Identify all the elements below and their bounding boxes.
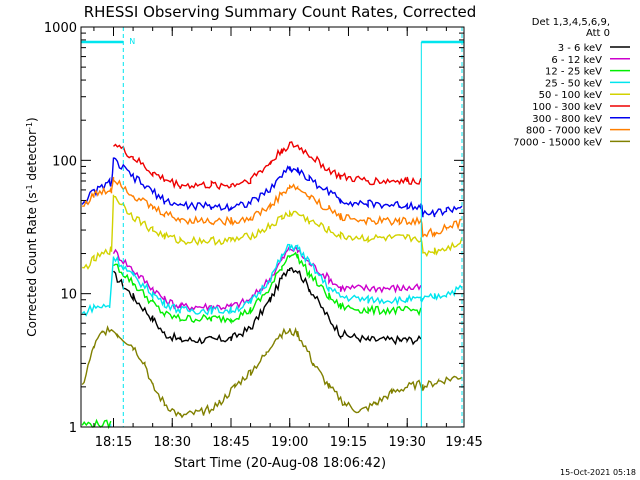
legend-label: 12 - 25 keV xyxy=(545,67,602,78)
y-label-part: detector xyxy=(25,130,39,185)
series-line xyxy=(113,267,422,346)
flag-label: N xyxy=(129,37,135,46)
series-line xyxy=(112,244,422,312)
x-tick-label: 18:15 xyxy=(95,435,132,450)
series-line xyxy=(82,194,463,270)
legend-label: 25 - 50 keV xyxy=(545,78,602,89)
legend-label: 300 - 800 keV xyxy=(532,114,602,125)
series-line xyxy=(82,176,462,238)
series-line xyxy=(113,141,422,191)
legend-label: 3 - 6 keV xyxy=(558,43,602,54)
x-tick-label: 19:00 xyxy=(271,435,308,450)
x-tick-label: 18:45 xyxy=(212,435,249,450)
x-tick-label: 19:45 xyxy=(445,435,482,450)
y-tick-label: 10 xyxy=(60,288,77,303)
chart-title: RHESSI Observing Summary Count Rates, Co… xyxy=(84,3,477,21)
series-line xyxy=(81,324,463,419)
y-label-part: -1 xyxy=(25,184,34,192)
x-tick-label: 19:30 xyxy=(388,435,425,450)
legend-label: 6 - 12 keV xyxy=(551,55,602,66)
x-axis-label: Start Time (20-Aug-08 18:06:42) xyxy=(174,456,386,471)
legend-label: 50 - 100 keV xyxy=(539,90,603,101)
y-tick-label: 1 xyxy=(69,421,77,436)
series-line xyxy=(81,251,422,430)
series-line xyxy=(81,157,463,218)
legend-label: 800 - 7000 keV xyxy=(526,126,602,137)
x-axis: 18:15 18:30 18:45 19:00 19:15 19:30 19:45 xyxy=(93,27,483,450)
y-axis: 1 10 100 1000 xyxy=(44,21,464,436)
legend-title: Det 1,3,4,5,6,9, xyxy=(532,17,610,28)
plot-frame xyxy=(80,26,465,428)
y-tick-label: 1000 xyxy=(44,21,77,36)
y-label-part: Corrected Count Rate (s xyxy=(25,192,39,336)
x-tick-label: 19:15 xyxy=(330,435,367,450)
series-line xyxy=(81,243,463,317)
x-tick-label: 18:30 xyxy=(154,435,191,450)
series-layer xyxy=(81,141,463,430)
y-label-part: -1 xyxy=(25,122,34,130)
y-label-part: ) xyxy=(25,117,39,122)
y-tick-label: 100 xyxy=(52,154,77,169)
legend-label: 7000 - 15000 keV xyxy=(513,137,602,148)
timestamp-label: 15-Oct-2021 05:18 xyxy=(560,468,636,477)
y-axis-label: Corrected Count Rate (s-1 detector-1) xyxy=(25,117,40,336)
legend-label: 100 - 300 keV xyxy=(532,102,602,113)
legend-title: Att 0 xyxy=(586,28,610,39)
